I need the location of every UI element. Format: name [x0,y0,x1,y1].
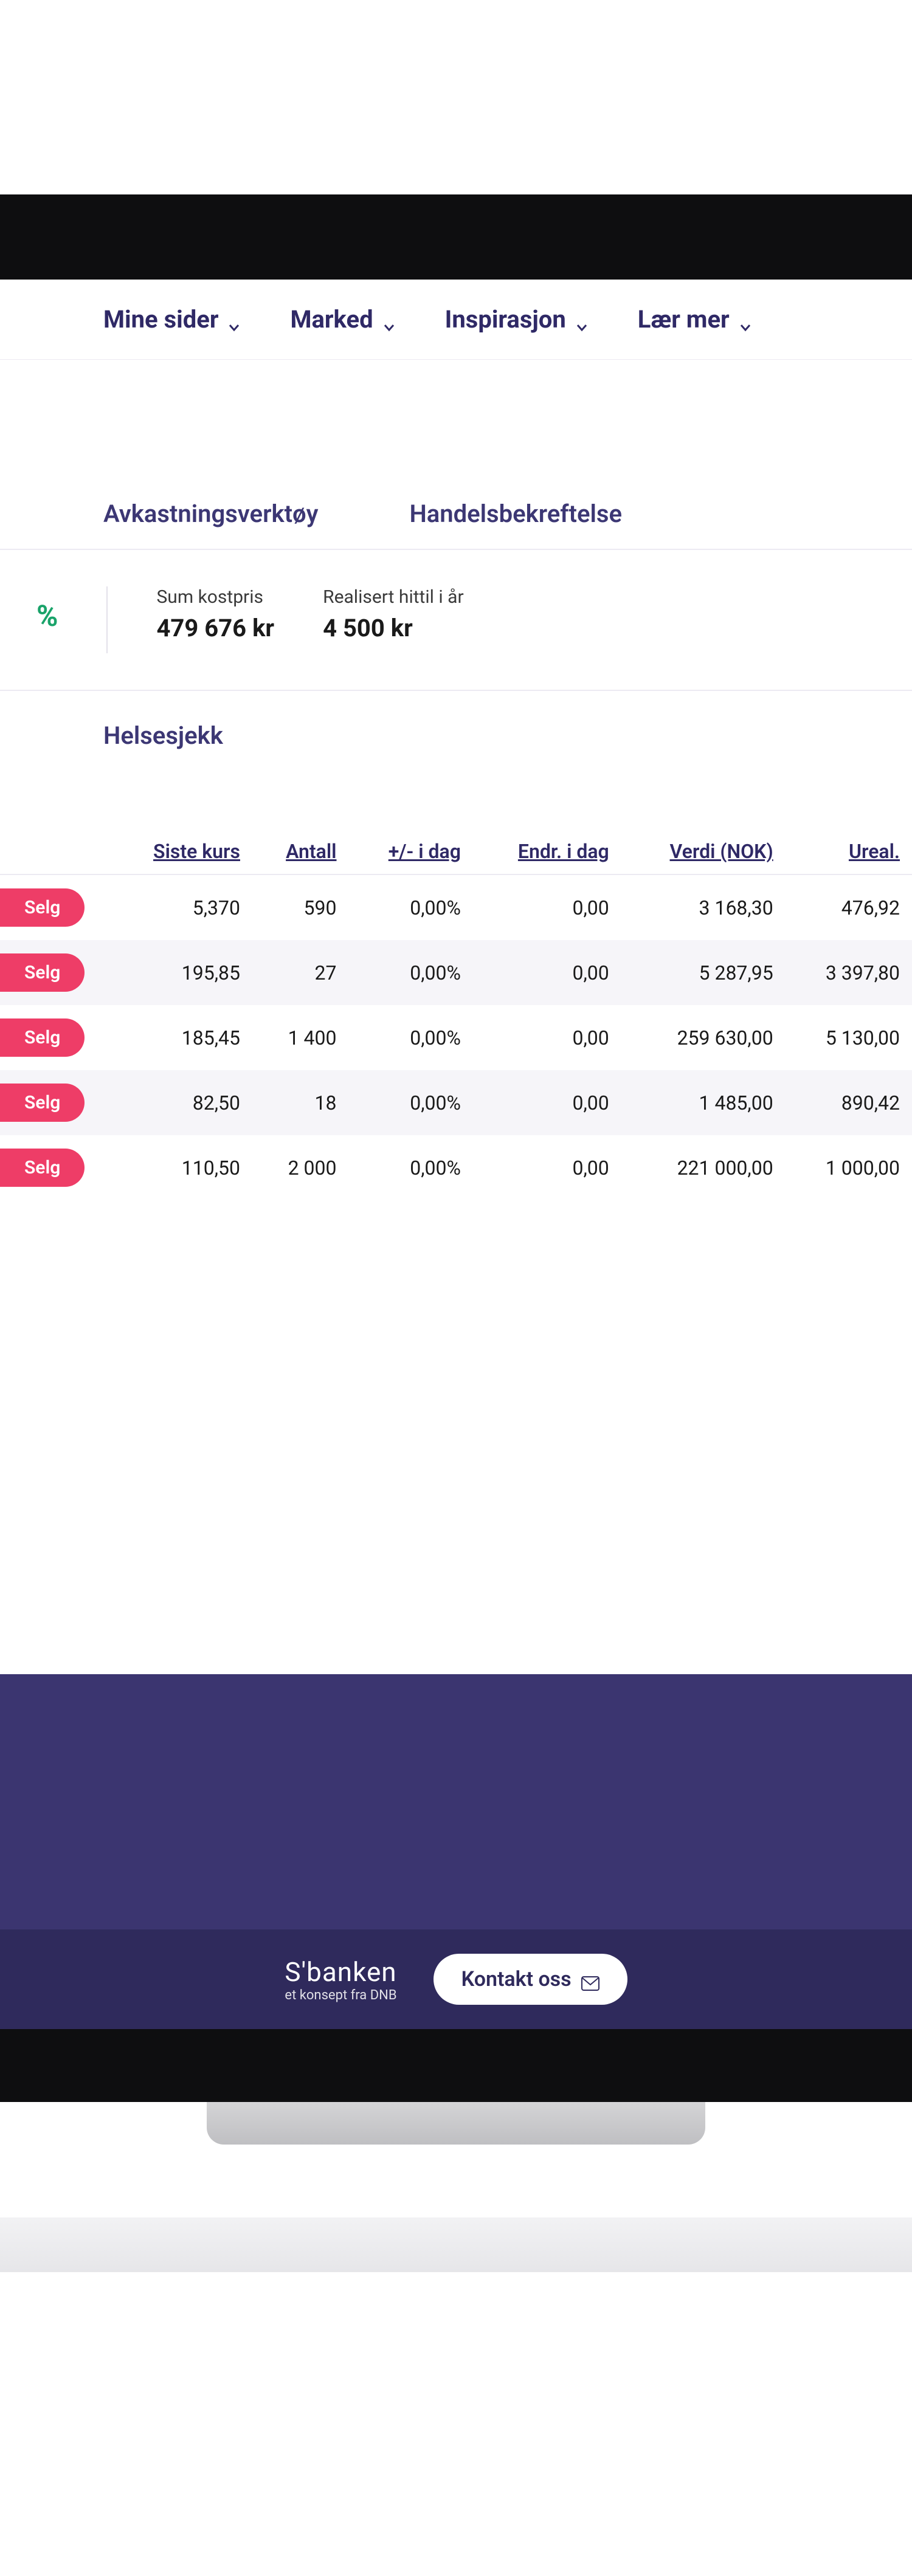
nav-label: Lær mer [638,305,730,334]
nav-inspirasjon[interactable]: Inspirasjon [445,305,589,334]
table-row: Selg 195,85270,00%0,005 287,953 397,80 [0,940,912,1005]
contact-button[interactable]: Kontakt oss [434,1954,627,2005]
cell-kurs: 5,370 [109,874,252,940]
table-row: Selg 185,451 4000,00%0,00259 630,005 130,… [0,1005,912,1070]
spacer [0,360,912,500]
helsesjekk-row: Helsesjekk [0,691,912,780]
cell-pm: 0,00% [349,940,473,1005]
cell-pm: 0,00% [349,874,473,940]
brand: S'banken et konsept fra DNB [285,1956,396,2003]
main-nav: Mine sider Marked Inspirasjon Lær mer [0,280,912,360]
cell-ureal: 3 397,80 [786,940,912,1005]
cell-ureal: 890,42 [786,1070,912,1135]
nav-label: Marked [290,305,373,334]
chevron-down-icon [738,312,753,327]
brand-tagline: et konsept fra DNB [285,1988,396,2003]
cell-pm: 0,00% [349,1005,473,1070]
col-antall[interactable]: Antall [252,829,349,874]
cell-kurs: 82,50 [109,1070,252,1135]
cell-antall: 27 [252,940,349,1005]
cell-kurs: 195,85 [109,940,252,1005]
selg-button[interactable]: Selg [0,888,85,927]
nav-marked[interactable]: Marked [290,305,396,334]
blank-bottom [0,2272,912,2576]
selg-button[interactable]: Selg [0,953,85,992]
gap [0,2145,912,2217]
cell-verdi: 1 485,00 [621,1070,786,1135]
sum-realisert: Realisert hittil i år 4 500 kr [323,586,464,642]
brand-name: S'banken [285,1956,396,1988]
footer-top [0,1674,912,1929]
nav-label: Inspirasjon [445,305,566,334]
summary-bar: % Sum kostpris 479 676 kr Realisert hitt… [0,550,912,691]
spacer [0,780,912,829]
nav-label: Mine sider [103,305,218,334]
cell-verdi: 3 168,30 [621,874,786,940]
cell-endr: 0,00 [473,874,621,940]
blank-mid [0,1200,912,1674]
monitor-bezel-top [0,194,912,280]
nav-laer-mer[interactable]: Lær mer [638,305,753,334]
tab-helsesjekk[interactable]: Helsesjekk [103,721,223,750]
sum-label: Sum kostpris [156,586,274,608]
holdings-table: Siste kurs Antall +/- i dag Endr. i dag … [0,829,912,1200]
cell-ureal: 5 130,00 [786,1005,912,1070]
cell-endr: 0,00 [473,1070,621,1135]
cell-ureal: 1 000,00 [786,1135,912,1200]
monitor-stand [207,2102,705,2145]
sum-value: 4 500 kr [323,614,464,642]
cell-kurs: 110,50 [109,1135,252,1200]
col-ureal[interactable]: Ureal. [786,829,912,874]
cell-kurs: 185,45 [109,1005,252,1070]
col-siste-kurs[interactable]: Siste kurs [109,829,252,874]
table-row: Selg 110,502 0000,00%0,00221 000,001 000,… [0,1135,912,1200]
col-verdi[interactable]: Verdi (NOK) [621,829,786,874]
table-row: Selg 5,3705900,00%0,003 168,30476,92 [0,874,912,940]
cell-antall: 1 400 [252,1005,349,1070]
table-row: Selg 82,50180,00%0,001 485,00890,42 [0,1070,912,1135]
tab-handelsbekreftelse[interactable]: Handelsbekreftelse [409,500,622,528]
contact-label: Kontakt oss [461,1967,572,1991]
chevron-down-icon [227,312,241,327]
holdings-table-wrap: Siste kurs Antall +/- i dag Endr. i dag … [0,829,912,1200]
cell-antall: 18 [252,1070,349,1135]
cell-antall: 2 000 [252,1135,349,1200]
selg-button[interactable]: Selg [0,1149,85,1187]
footer-bottom: S'banken et konsept fra DNB Kontakt oss [0,1929,912,2029]
divider [106,586,108,653]
tab-avkastning[interactable]: Avkastningsverktøy [103,500,318,528]
return-pct: % [36,586,58,633]
sub-tabs: Avkastningsverktøy Handelsbekreftelse [0,500,912,550]
nav-mine-sider[interactable]: Mine sider [103,305,241,334]
monitor-bezel-bottom [0,2029,912,2102]
sum-label: Realisert hittil i år [323,586,464,608]
chevron-down-icon [575,312,589,327]
col-action [0,829,109,874]
cell-endr: 0,00 [473,1005,621,1070]
mail-icon [581,1972,599,1987]
sum-kostpris: Sum kostpris 479 676 kr [156,586,274,642]
cell-endr: 0,00 [473,1135,621,1200]
chevron-down-icon [382,312,396,327]
cell-verdi: 5 287,95 [621,940,786,1005]
blank-top [0,0,912,194]
cell-pm: 0,00% [349,1070,473,1135]
cell-verdi: 221 000,00 [621,1135,786,1200]
cell-pm: 0,00% [349,1135,473,1200]
sum-value: 479 676 kr [156,614,274,642]
selg-button[interactable]: Selg [0,1084,85,1122]
cell-ureal: 476,92 [786,874,912,940]
cell-verdi: 259 630,00 [621,1005,786,1070]
desk-edge [0,2217,912,2272]
cell-antall: 590 [252,874,349,940]
selg-button[interactable]: Selg [0,1018,85,1057]
cell-endr: 0,00 [473,940,621,1005]
col-endr-idag[interactable]: Endr. i dag [473,829,621,874]
col-pm-idag[interactable]: +/- i dag [349,829,473,874]
